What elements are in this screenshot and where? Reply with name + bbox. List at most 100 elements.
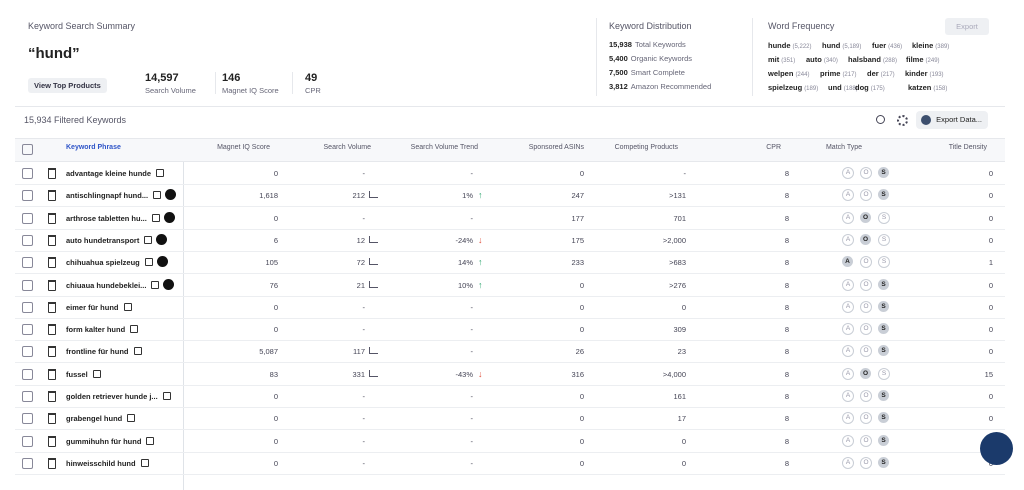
column-header[interactable]: Title Density	[948, 144, 987, 151]
cell-cpr: 8	[784, 458, 789, 468]
keyword[interactable]: chihuahua spielzeug	[66, 258, 140, 268]
delete-icon[interactable]	[48, 391, 56, 402]
settings-icon[interactable]	[897, 115, 908, 126]
keyword[interactable]: auto hundetransport	[66, 235, 140, 245]
word-chip: dog (175)	[855, 83, 885, 92]
cell-competing: >276	[669, 280, 686, 290]
external-link-icon[interactable]	[151, 280, 160, 289]
keyword[interactable]: hinweisschild hund	[66, 458, 136, 468]
checkbox[interactable]	[22, 368, 33, 380]
cell-search-volume: 12	[356, 235, 365, 245]
delete-icon[interactable]	[48, 346, 56, 358]
chat-button[interactable]	[980, 432, 1013, 465]
table-row	[15, 452, 1005, 475]
word: auto	[806, 55, 822, 64]
external-link-icon[interactable]	[144, 258, 153, 267]
top-products-button[interactable]: View Top Products	[28, 78, 107, 93]
checkbox[interactable]	[22, 234, 33, 246]
match-type-badge: O	[860, 390, 872, 402]
external-link-icon[interactable]	[151, 213, 160, 222]
checkbox[interactable]	[22, 212, 33, 224]
delete-icon[interactable]	[48, 324, 56, 336]
match-type-badge: A	[842, 211, 854, 224]
external-link-icon[interactable]	[146, 436, 155, 445]
checkbox[interactable]	[22, 144, 33, 155]
checkbox[interactable]	[22, 279, 33, 291]
delete-icon[interactable]	[48, 413, 56, 425]
cell-title-density: 0	[988, 169, 993, 178]
cell-trend: 10%	[457, 280, 473, 290]
column-header[interactable]: Competing Products	[614, 144, 678, 151]
delete-icon[interactable]	[48, 190, 56, 202]
external-link-icon[interactable]	[130, 325, 139, 334]
delete-icon[interactable]	[48, 457, 56, 469]
delete-icon[interactable]	[48, 435, 56, 447]
keyword[interactable]: eimer für hund	[66, 302, 119, 312]
checkbox[interactable]	[22, 391, 33, 402]
column-header[interactable]: Match Type	[825, 144, 863, 151]
delete-icon[interactable]	[48, 368, 56, 380]
search-icon[interactable]	[876, 115, 885, 124]
table-row	[15, 385, 1005, 408]
column-header[interactable]: Search Volume Trend	[410, 144, 478, 151]
delete-icon[interactable]	[48, 257, 56, 269]
checkbox[interactable]	[22, 413, 33, 425]
external-link-icon[interactable]	[123, 302, 132, 311]
keyword[interactable]: fussel	[66, 369, 88, 379]
delete-icon[interactable]	[48, 212, 56, 224]
keyword[interactable]: arthrose tabletten hu...	[66, 213, 147, 223]
keyword[interactable]: chiuaua hundebeklei...	[66, 280, 147, 290]
delete-icon[interactable]	[48, 301, 56, 313]
external-link-icon[interactable]	[156, 169, 165, 177]
external-link-icon[interactable]	[140, 458, 149, 467]
trend-arrow-up: ↑	[478, 257, 483, 268]
cell-magnet-iq: 83	[269, 369, 278, 379]
keyword[interactable]: antischlingnapf hund...	[66, 191, 149, 201]
external-link-icon[interactable]	[127, 414, 136, 423]
delete-icon[interactable]	[48, 279, 56, 291]
distribution-value: 7,500	[609, 68, 628, 77]
checkbox[interactable]	[22, 301, 33, 313]
cell-competing: 309	[673, 325, 686, 335]
match-type-badge: O	[860, 189, 872, 202]
keyword[interactable]: gummihuhn für hund	[66, 436, 142, 446]
column-header[interactable]: Sponsored ASINs	[528, 144, 584, 151]
keyword[interactable]: grabengel hund	[66, 414, 123, 424]
column-header[interactable]: Keyword Phrase	[66, 144, 121, 151]
checkbox[interactable]	[22, 168, 33, 179]
keyword[interactable]: frontline für hund	[66, 347, 129, 357]
delete-icon[interactable]	[48, 168, 56, 179]
trend-arrow-down: ↓	[478, 368, 483, 379]
checkbox[interactable]	[22, 257, 33, 269]
cell-trend: -	[470, 458, 474, 468]
external-link-icon[interactable]	[162, 392, 171, 400]
cell-sponsored-asins: 177	[571, 213, 584, 223]
column-header[interactable]: CPR	[766, 144, 781, 151]
external-link-icon[interactable]	[153, 191, 162, 200]
cell-trend: -	[470, 213, 474, 223]
keyword[interactable]: form kalter hund	[66, 325, 126, 335]
checkbox[interactable]	[22, 190, 33, 202]
match-type-badge: O	[860, 323, 872, 336]
checkbox[interactable]	[22, 324, 33, 336]
external-link-icon[interactable]	[133, 347, 142, 356]
word: fuer	[872, 41, 887, 50]
trend-chart-icon	[369, 369, 378, 377]
panel-title: Keyword Search Summary	[28, 21, 136, 31]
export-button[interactable]: Export	[945, 18, 989, 35]
external-link-icon[interactable]	[92, 369, 101, 378]
keyword[interactable]: advantage kleine hunde	[66, 169, 152, 178]
match-type-badge: S	[878, 412, 889, 424]
checkbox[interactable]	[22, 457, 33, 469]
column-header[interactable]: Search Volume	[323, 144, 371, 151]
keyword[interactable]: golden retriever hunde j...	[66, 392, 158, 401]
external-link-icon[interactable]	[144, 235, 153, 244]
cell-title-density: 1	[988, 258, 993, 268]
export-data-button[interactable]: Export Data...	[916, 111, 988, 129]
checkbox[interactable]	[22, 435, 33, 447]
column-header[interactable]: Magnet IQ Score	[217, 144, 270, 151]
delete-icon[interactable]	[48, 234, 56, 246]
word: welpen	[768, 69, 794, 78]
checkbox[interactable]	[22, 346, 33, 358]
cell-sponsored-asins: 0	[579, 280, 584, 290]
